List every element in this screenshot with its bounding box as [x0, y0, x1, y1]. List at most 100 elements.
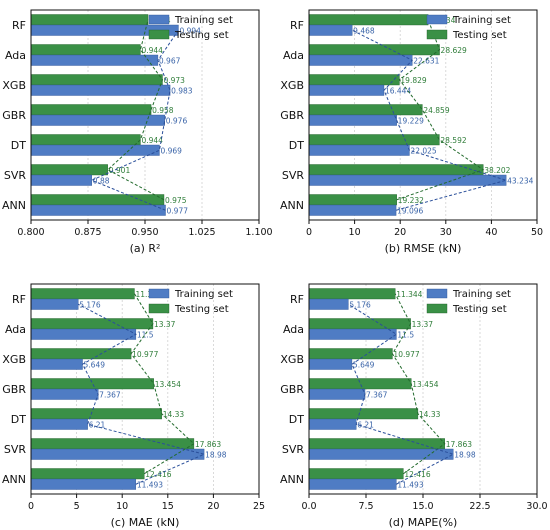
x-axis-label: (c) MAE (kN)	[111, 516, 180, 529]
data-label-testing: 10.977	[393, 350, 419, 359]
x-tick-label: 0.950	[131, 227, 158, 238]
data-label-training: 11.493	[397, 480, 423, 489]
data-label-training: 0.969	[160, 146, 182, 155]
x-tick-label: 0	[306, 227, 312, 238]
data-label-training: 11.5	[397, 330, 414, 339]
category-label: GBR	[2, 383, 26, 396]
data-label-testing: 13.37	[154, 320, 176, 329]
bar-training	[30, 298, 79, 310]
category-label: DT	[11, 139, 26, 152]
bar-testing	[30, 288, 135, 300]
plot-frame	[30, 283, 260, 495]
legend-swatch-training	[148, 288, 170, 299]
category-label: DT	[289, 139, 304, 152]
category-label: RF	[290, 293, 304, 306]
category-label: SVR	[282, 443, 305, 456]
x-tick-label: 30	[440, 227, 452, 238]
category-label: DT	[11, 413, 26, 426]
x-tick-label: 10	[349, 227, 361, 238]
legend-label-testing: Testing set	[452, 30, 507, 41]
data-label-testing: 13.454	[412, 380, 438, 389]
legend-label-training: Training set	[174, 289, 233, 300]
bar-training	[308, 328, 397, 340]
bar-testing	[30, 348, 132, 360]
category-label: SVR	[4, 169, 27, 182]
x-tick-label: 30.0	[526, 501, 547, 512]
bar-training	[30, 418, 88, 430]
bar-training	[308, 388, 366, 400]
data-label-testing: 12.416	[145, 470, 171, 479]
bar-training	[308, 448, 454, 460]
x-tick-label: 20	[207, 501, 219, 512]
data-label-training: 9.468	[353, 26, 375, 35]
data-label-testing: 0.958	[152, 106, 174, 115]
category-label: SVR	[4, 443, 27, 456]
data-label-training: 19.096	[397, 206, 423, 215]
x-tick-label: 15	[162, 501, 174, 512]
category-label: Ada	[5, 49, 26, 62]
category-label: RF	[12, 293, 26, 306]
bar-training	[30, 144, 160, 156]
data-label-testing: 10.977	[132, 350, 158, 359]
data-label-training: 0.88	[93, 176, 110, 185]
bar-testing	[30, 408, 162, 420]
category-label: XGB	[2, 79, 26, 92]
series-line-testing	[130, 293, 195, 475]
data-label-training: 18.98	[454, 450, 476, 459]
data-label-training: 5.176	[349, 300, 371, 309]
data-label-training: 0.976	[166, 116, 188, 125]
category-label: DT	[289, 413, 304, 426]
data-label-testing: 11.344	[396, 290, 422, 299]
data-label-testing: 28.629	[441, 46, 467, 55]
bar-training	[30, 204, 166, 216]
bar-testing	[308, 468, 404, 480]
x-axis-label: (d) MAPE(%)	[389, 516, 458, 529]
category-label: XGB	[280, 79, 304, 92]
legend-label-training: Training set	[452, 289, 511, 300]
bar-training	[30, 84, 171, 96]
data-label-training: 43.234	[507, 176, 533, 185]
series-line-training	[351, 29, 508, 211]
x-tick-label: 15.0	[412, 501, 433, 512]
bar-training	[30, 328, 137, 340]
data-label-training: 22.631	[413, 56, 439, 65]
data-label-training: 0.967	[159, 56, 181, 65]
data-label-training: 18.98	[205, 450, 227, 459]
legend-swatch-testing	[426, 29, 448, 40]
bar-testing	[30, 14, 149, 26]
legend-swatch-testing	[148, 303, 170, 314]
bar-testing	[30, 44, 141, 56]
bar-training	[308, 418, 357, 430]
data-label-training: 19.229	[398, 116, 424, 125]
bar-training	[30, 358, 83, 370]
x-tick-label: 50	[531, 227, 543, 238]
data-label-testing: 14.33	[419, 410, 441, 419]
series-line-testing	[396, 19, 485, 201]
category-label: Ada	[283, 323, 304, 336]
x-tick-label: 10	[116, 501, 128, 512]
x-tick-label: 1.100	[245, 227, 272, 238]
category-label: GBR	[280, 109, 304, 122]
legend-swatch-training	[426, 14, 448, 25]
x-tick-label: 0	[28, 501, 34, 512]
data-label-training: 5.649	[84, 360, 106, 369]
bar-testing	[308, 438, 445, 450]
bar-training	[30, 114, 165, 126]
category-label: SVR	[282, 169, 305, 182]
legend-swatch-testing	[426, 303, 448, 314]
bar-training	[308, 478, 397, 490]
bar-training	[308, 298, 349, 310]
data-label-testing: 19.829	[400, 76, 426, 85]
bar-testing	[308, 14, 429, 26]
data-label-training: 11.493	[137, 480, 163, 489]
data-label-training: 16.444	[385, 86, 411, 95]
category-label: Ada	[283, 49, 304, 62]
bar-testing	[308, 408, 419, 420]
bar-testing	[308, 74, 400, 86]
category-label: XGB	[280, 353, 304, 366]
data-label-training: 0.983	[171, 86, 193, 95]
data-label-testing: 28.592	[440, 136, 466, 145]
bar-testing	[308, 318, 411, 330]
bar-training	[30, 54, 159, 66]
